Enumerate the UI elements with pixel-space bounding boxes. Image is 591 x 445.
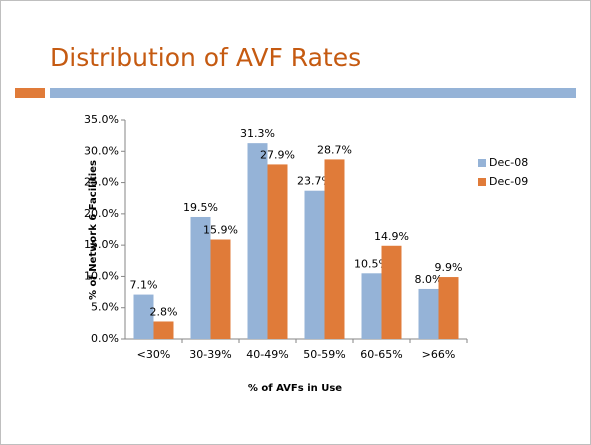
y-tick-label: 30.0% <box>84 144 119 157</box>
x-tick-label: 60-65% <box>360 348 402 361</box>
bar <box>438 277 459 339</box>
legend-label: Dec-08 <box>489 156 528 169</box>
value-label: 8.0% <box>415 273 443 286</box>
legend-swatch <box>478 159 486 167</box>
y-tick-label: 15.0% <box>84 238 119 251</box>
legend-swatch <box>478 178 486 186</box>
value-label: 2.8% <box>150 305 178 318</box>
x-tick-label: 40-49% <box>246 348 288 361</box>
legend-label: Dec-09 <box>489 175 528 188</box>
bar <box>190 216 211 339</box>
value-label: 28.7% <box>317 143 352 156</box>
bar <box>133 294 154 339</box>
bar <box>210 239 231 339</box>
x-axis-label: % of AVFs in Use <box>248 383 342 394</box>
value-label: 14.9% <box>374 230 409 243</box>
y-tick-label: 10.0% <box>84 269 119 282</box>
bar <box>381 245 402 339</box>
bar <box>361 273 382 339</box>
value-label: 10.5% <box>354 257 389 270</box>
x-tick-label: 50-59% <box>303 348 345 361</box>
bar <box>153 321 174 339</box>
bar <box>304 190 325 339</box>
value-label: 15.9% <box>203 224 238 237</box>
value-label: 9.9% <box>435 261 463 274</box>
x-tick-label: <30% <box>137 348 171 361</box>
value-label: 7.1% <box>130 279 158 292</box>
y-tick-label: 5.0% <box>91 301 119 314</box>
y-tick-label: 25.0% <box>84 176 119 189</box>
accent-bar <box>15 88 45 98</box>
bar <box>418 288 439 339</box>
value-label: 19.5% <box>183 201 218 214</box>
y-tick-label: 35.0% <box>84 113 119 126</box>
chart-title: Distribution of AVF Rates <box>50 43 361 72</box>
header-bar <box>50 88 576 98</box>
bar <box>324 159 345 339</box>
value-label: 27.9% <box>260 148 295 161</box>
bar <box>247 143 268 339</box>
value-label: 23.7% <box>297 175 332 188</box>
y-tick-label: 20.0% <box>84 207 119 220</box>
y-axis-label: % of Network 6 Facilities <box>88 160 99 300</box>
value-label: 31.3% <box>240 127 275 140</box>
x-tick-label: 30-39% <box>189 348 231 361</box>
y-tick-label: 0.0% <box>91 332 119 345</box>
bar <box>267 164 288 339</box>
x-tick-label: >66% <box>422 348 456 361</box>
